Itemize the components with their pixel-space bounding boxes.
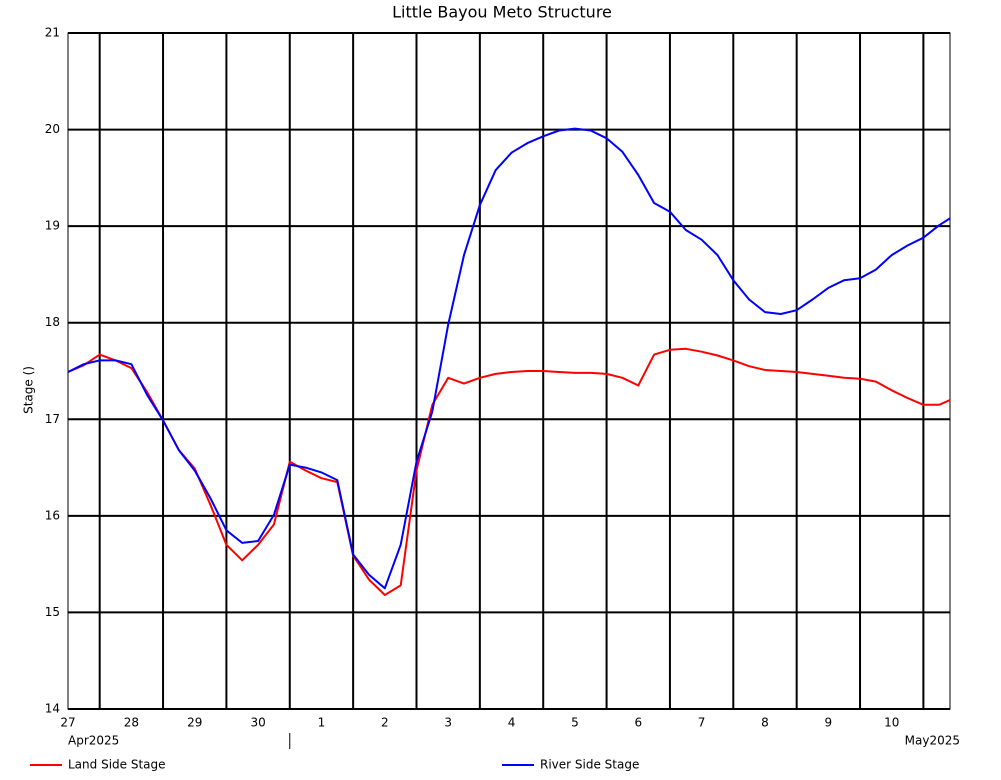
y-tick-label: 18 — [45, 315, 60, 329]
x-tick-label: 9 — [825, 716, 833, 730]
x-tick-label: 8 — [761, 716, 769, 730]
x-tick-label: 6 — [634, 716, 642, 730]
y-tick-label: 16 — [45, 508, 60, 522]
plot-border — [67, 32, 951, 710]
y-tick-label: 20 — [45, 122, 60, 136]
y-tick-label: 21 — [45, 26, 60, 40]
x-tick-label: 2 — [381, 716, 389, 730]
series-line — [67, 127, 951, 590]
x-tick-label: 7 — [698, 716, 706, 730]
y-tick-label: 19 — [45, 219, 60, 233]
x-tick-label: 1 — [318, 716, 326, 730]
legend-label: Land Side Stage — [68, 758, 166, 772]
x-period-label: Apr2025 — [68, 734, 119, 748]
legend-label: River Side Stage — [540, 758, 639, 772]
x-tick-label: 3 — [444, 716, 452, 730]
x-tick-label: 4 — [508, 716, 516, 730]
x-tick-label: 29 — [187, 716, 202, 730]
y-axis-label: Stage () — [22, 366, 36, 414]
x-tick-label: 30 — [250, 716, 265, 730]
x-tick-label: 10 — [884, 716, 899, 730]
y-tick-label: 15 — [45, 605, 60, 619]
x-tick-label: 28 — [124, 716, 139, 730]
y-tick-label: 17 — [45, 412, 60, 426]
x-tick-label: 27 — [60, 716, 75, 730]
series-line — [67, 347, 951, 596]
x-tick-label: 5 — [571, 716, 579, 730]
chart-title: Little Bayou Meto Structure — [392, 3, 612, 22]
x-period-label: May2025 — [905, 734, 960, 748]
y-tick-label: 14 — [45, 702, 60, 716]
